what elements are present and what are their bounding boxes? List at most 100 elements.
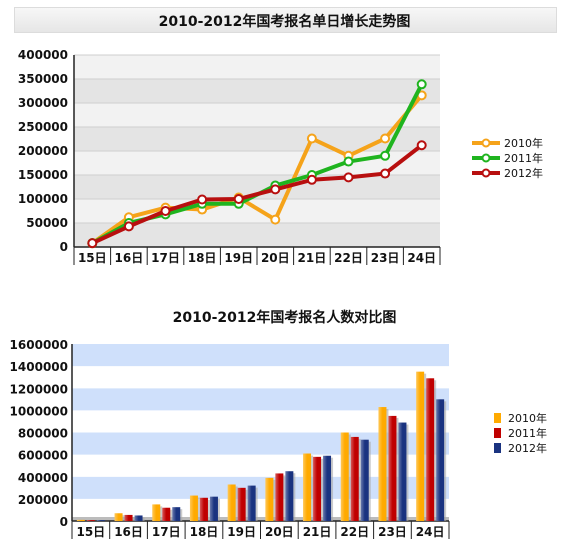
- chart2-x-tick: 15日: [76, 525, 105, 539]
- chart1-y-tick: 250000: [18, 120, 68, 134]
- chart1-series-line-0: [91, 94, 424, 245]
- chart1-y-tick: 150000: [18, 168, 68, 182]
- chart2-y-tick: 200000: [18, 493, 68, 507]
- chart2-x-tick: 20日: [265, 525, 294, 539]
- chart2-legend-label-0: 2010年: [508, 411, 547, 425]
- chart2-x-tick: 22日: [340, 525, 369, 539]
- chart1-x-tick: 18日: [188, 251, 217, 265]
- chart2-bar-0: [76, 519, 85, 521]
- chart2-bar-1: [162, 507, 171, 521]
- chart1-y-tick: 300000: [18, 96, 68, 110]
- chart1-x-tick: 20日: [261, 251, 290, 265]
- chart2-floor: [72, 517, 449, 521]
- chart2-x-tick: 16日: [114, 525, 143, 539]
- chart1-x-tick: 16日: [115, 251, 144, 265]
- chart2-y-tick: 600000: [18, 449, 68, 463]
- chart1-point-2: [343, 172, 354, 183]
- chart1-title: 2010-2012年国考报名单日增长走势图: [158, 14, 411, 30]
- chart2-bar-0: [189, 495, 198, 521]
- chart2-x-tick: 19日: [227, 525, 256, 539]
- chart2-title: 2010-2012年国考报名人数对比图: [172, 310, 397, 326]
- chart1-y-tick: 400000: [18, 48, 68, 62]
- chart2-x-tick: 24日: [416, 525, 445, 539]
- chart2-legend-label-1: 2011年: [508, 426, 547, 440]
- chart2-bar-2: [134, 515, 143, 521]
- chart2-bar-2: [172, 507, 181, 521]
- chart1-y-tick: 200000: [18, 144, 68, 158]
- chart1-grid-band: [74, 223, 440, 247]
- chart1-legend-marker-2: [481, 168, 491, 178]
- chart2-bar-0: [152, 504, 161, 521]
- chart1-point-0: [306, 133, 317, 144]
- chart2-y-tick: 1600000: [10, 338, 68, 352]
- chart1-grid-band: [74, 79, 440, 103]
- chart2-y-tick: 0: [60, 515, 68, 529]
- chart2-bar-1: [124, 514, 133, 521]
- chart2-y-tick: 1000000: [10, 404, 68, 418]
- chart1-point-0: [380, 133, 391, 144]
- chart1-y-tick: 0: [60, 240, 68, 254]
- chart2-bar-2: [209, 496, 218, 521]
- chart1-legend-marker-1: [481, 153, 491, 163]
- chart2-bar-2: [398, 422, 407, 521]
- chart2-bar-0: [416, 371, 425, 521]
- chart1-point-2: [123, 221, 134, 232]
- chart2-bar-1: [237, 487, 246, 521]
- chart1-grid-band: [74, 103, 440, 127]
- chart1-y-tick: 350000: [18, 72, 68, 86]
- chart2-bar-0: [265, 477, 274, 521]
- chart2-legend-swatch-0: [494, 413, 501, 423]
- chart2-bar-0: [227, 484, 236, 521]
- chart1-point-1: [343, 156, 354, 167]
- chart2-y-tick: 1200000: [10, 382, 68, 396]
- chart2-bar-1: [86, 520, 95, 521]
- chart1-y-tick: 100000: [18, 192, 68, 206]
- chart1-point-2: [270, 184, 281, 195]
- chart2-y-tick: 400000: [18, 471, 68, 485]
- chart2-bar-2: [436, 399, 445, 521]
- chart2-x-tick: 18日: [190, 525, 219, 539]
- chart2-bar-0: [378, 407, 387, 521]
- chart1-grid-band: [74, 55, 440, 79]
- chart1-point-2: [233, 194, 244, 204]
- chart2-grid-band: [72, 344, 449, 367]
- chart1-point-2: [380, 168, 391, 179]
- chart1-legend-marker-0: [481, 138, 491, 148]
- chart1-point-2: [160, 206, 171, 216]
- chart1-point-2: [306, 174, 317, 185]
- chart2-bar-0: [303, 453, 312, 521]
- chart2-grid-band: [72, 388, 449, 411]
- chart2-y-tick: 1400000: [10, 360, 68, 374]
- chart2-bar-1: [199, 497, 208, 521]
- chart2-bar-1: [426, 378, 435, 521]
- chart1-legend-label-0: 2010年: [504, 136, 543, 150]
- chart1-grid-band: [74, 199, 440, 223]
- chart1-point-0: [270, 214, 281, 225]
- chart2-bar-1: [388, 415, 397, 521]
- chart2-bar-0: [340, 432, 349, 521]
- chart2-grid-band: [72, 410, 449, 433]
- chart2-x-tick: 21日: [303, 525, 332, 539]
- chart2-bar-1: [350, 436, 359, 521]
- chart1-series-line-2: [91, 143, 423, 245]
- chart2-bar-0: [114, 513, 123, 521]
- chart1-x-tick: 15日: [78, 251, 107, 265]
- chart1-legend-label-2: 2012年: [504, 166, 543, 180]
- chart2-grid-band: [72, 366, 449, 389]
- chart2-y-tick: 800000: [18, 427, 68, 441]
- chart1-legend-label-1: 2011年: [504, 151, 543, 165]
- chart1-point-2: [416, 140, 427, 151]
- chart1-x-tick: 17日: [151, 251, 180, 265]
- chart1-point-2: [197, 194, 208, 205]
- chart2-bar-2: [323, 455, 332, 521]
- chart2-bar-2: [96, 520, 105, 521]
- chart2-bar-2: [360, 439, 369, 521]
- chart2-legend-swatch-2: [494, 443, 501, 453]
- chart1-point-1: [380, 150, 391, 161]
- chart2-bar-1: [275, 473, 284, 521]
- chart1-point-2: [87, 238, 98, 249]
- chart1-x-tick: 19日: [224, 251, 253, 265]
- chart2-bar-2: [285, 471, 294, 521]
- chart1-point-1: [416, 79, 427, 90]
